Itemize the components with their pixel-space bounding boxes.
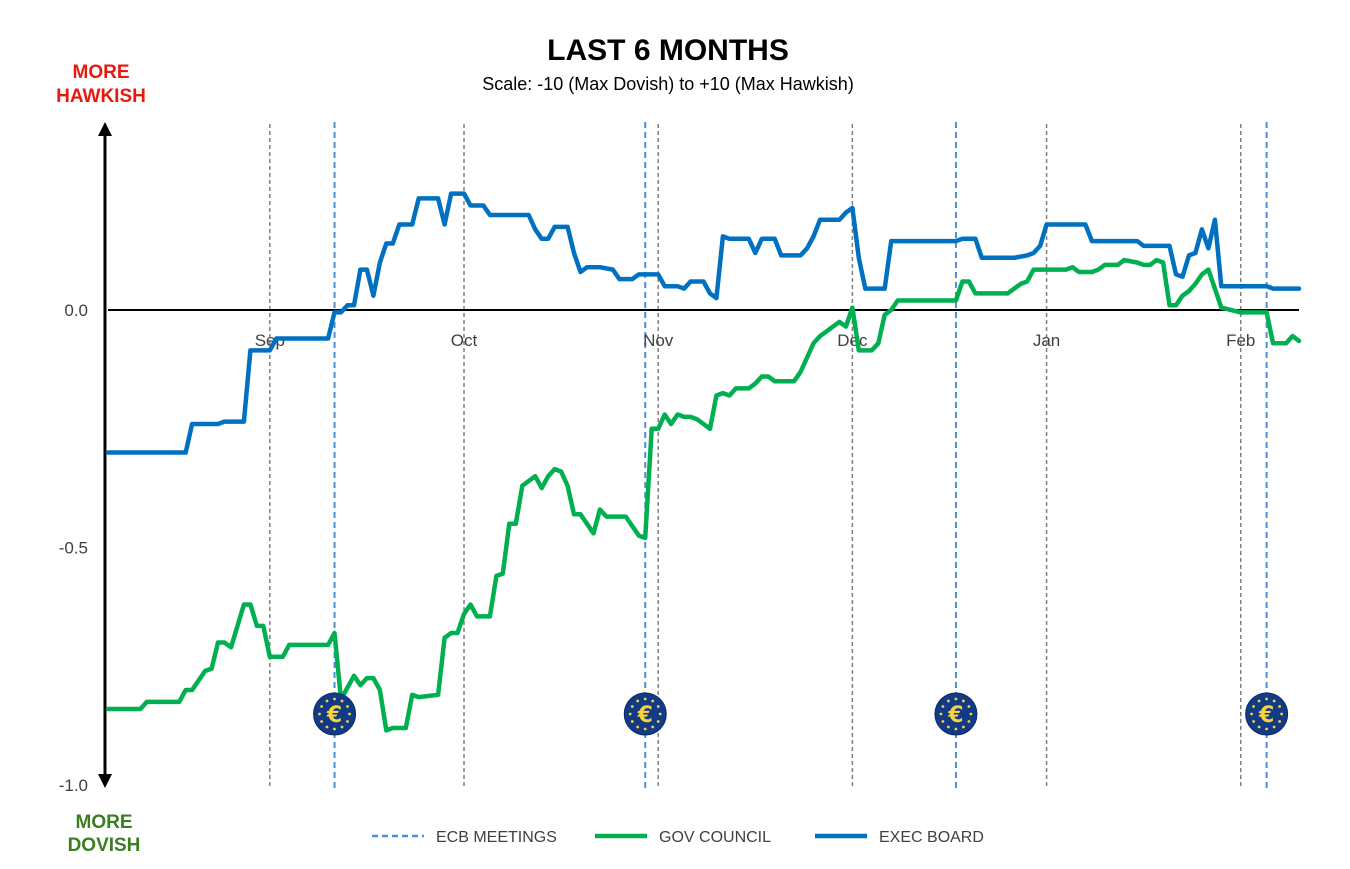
chart-title: LAST 6 MONTHS xyxy=(547,34,789,67)
x-tick-label-dec: Dec xyxy=(837,331,868,350)
svg-text:€: € xyxy=(947,703,963,728)
x-tick-labels: Sep Oct Nov Dec Jan Feb xyxy=(255,331,1256,350)
more-hawkish-label-line1: MORE xyxy=(73,62,130,83)
euro-coin-icon: € xyxy=(313,692,357,736)
x-tick-label-nov: Nov xyxy=(643,331,674,350)
svg-text:€: € xyxy=(637,703,653,728)
ecb-meeting-icons: € € € € xyxy=(313,692,1289,736)
x-tick-label-feb: Feb xyxy=(1226,331,1255,350)
legend-label-exec-board: EXEC BOARD xyxy=(879,829,984,846)
ecb-meeting-lines xyxy=(333,122,1268,788)
y-axis-arrow-down xyxy=(98,774,112,788)
series-lines xyxy=(105,191,1302,733)
x-tick-label-jan: Jan xyxy=(1033,331,1060,350)
x-tick-label-oct: Oct xyxy=(451,331,478,350)
month-gridlines xyxy=(269,124,1242,788)
y-tick-labels: 0.0 -0.5 -1.0 xyxy=(59,301,88,795)
y-tick-label: -0.5 xyxy=(59,539,88,558)
series-line-exec-board xyxy=(105,191,1302,455)
legend-label-ecb-meetings: ECB MEETINGS xyxy=(436,829,557,846)
x-tick-label-sep: Sep xyxy=(255,331,285,350)
legend-label-gov-council: GOV COUNCIL xyxy=(659,829,771,846)
y-tick-label: 0.0 xyxy=(64,301,88,320)
euro-coin-icon: € xyxy=(623,692,667,736)
y-tick-label: -1.0 xyxy=(59,776,88,795)
series-line-gov-council xyxy=(105,257,1302,733)
svg-text:€: € xyxy=(326,703,342,728)
more-dovish-label-line1: MORE xyxy=(76,812,133,833)
svg-text:€: € xyxy=(1258,703,1274,728)
more-dovish-label-line2: DOVISH xyxy=(68,835,141,856)
chart-subtitle: Scale: -10 (Max Dovish) to +10 (Max Hawk… xyxy=(482,74,854,94)
y-axis xyxy=(98,122,112,788)
euro-coin-icon: € xyxy=(1245,692,1289,736)
y-axis-arrow-up xyxy=(98,122,112,136)
more-hawkish-label-line2: HAWKISH xyxy=(56,86,146,107)
euro-coin-icon: € xyxy=(934,692,978,736)
legend: ECB MEETINGS GOV COUNCIL EXEC BOARD xyxy=(372,829,984,846)
